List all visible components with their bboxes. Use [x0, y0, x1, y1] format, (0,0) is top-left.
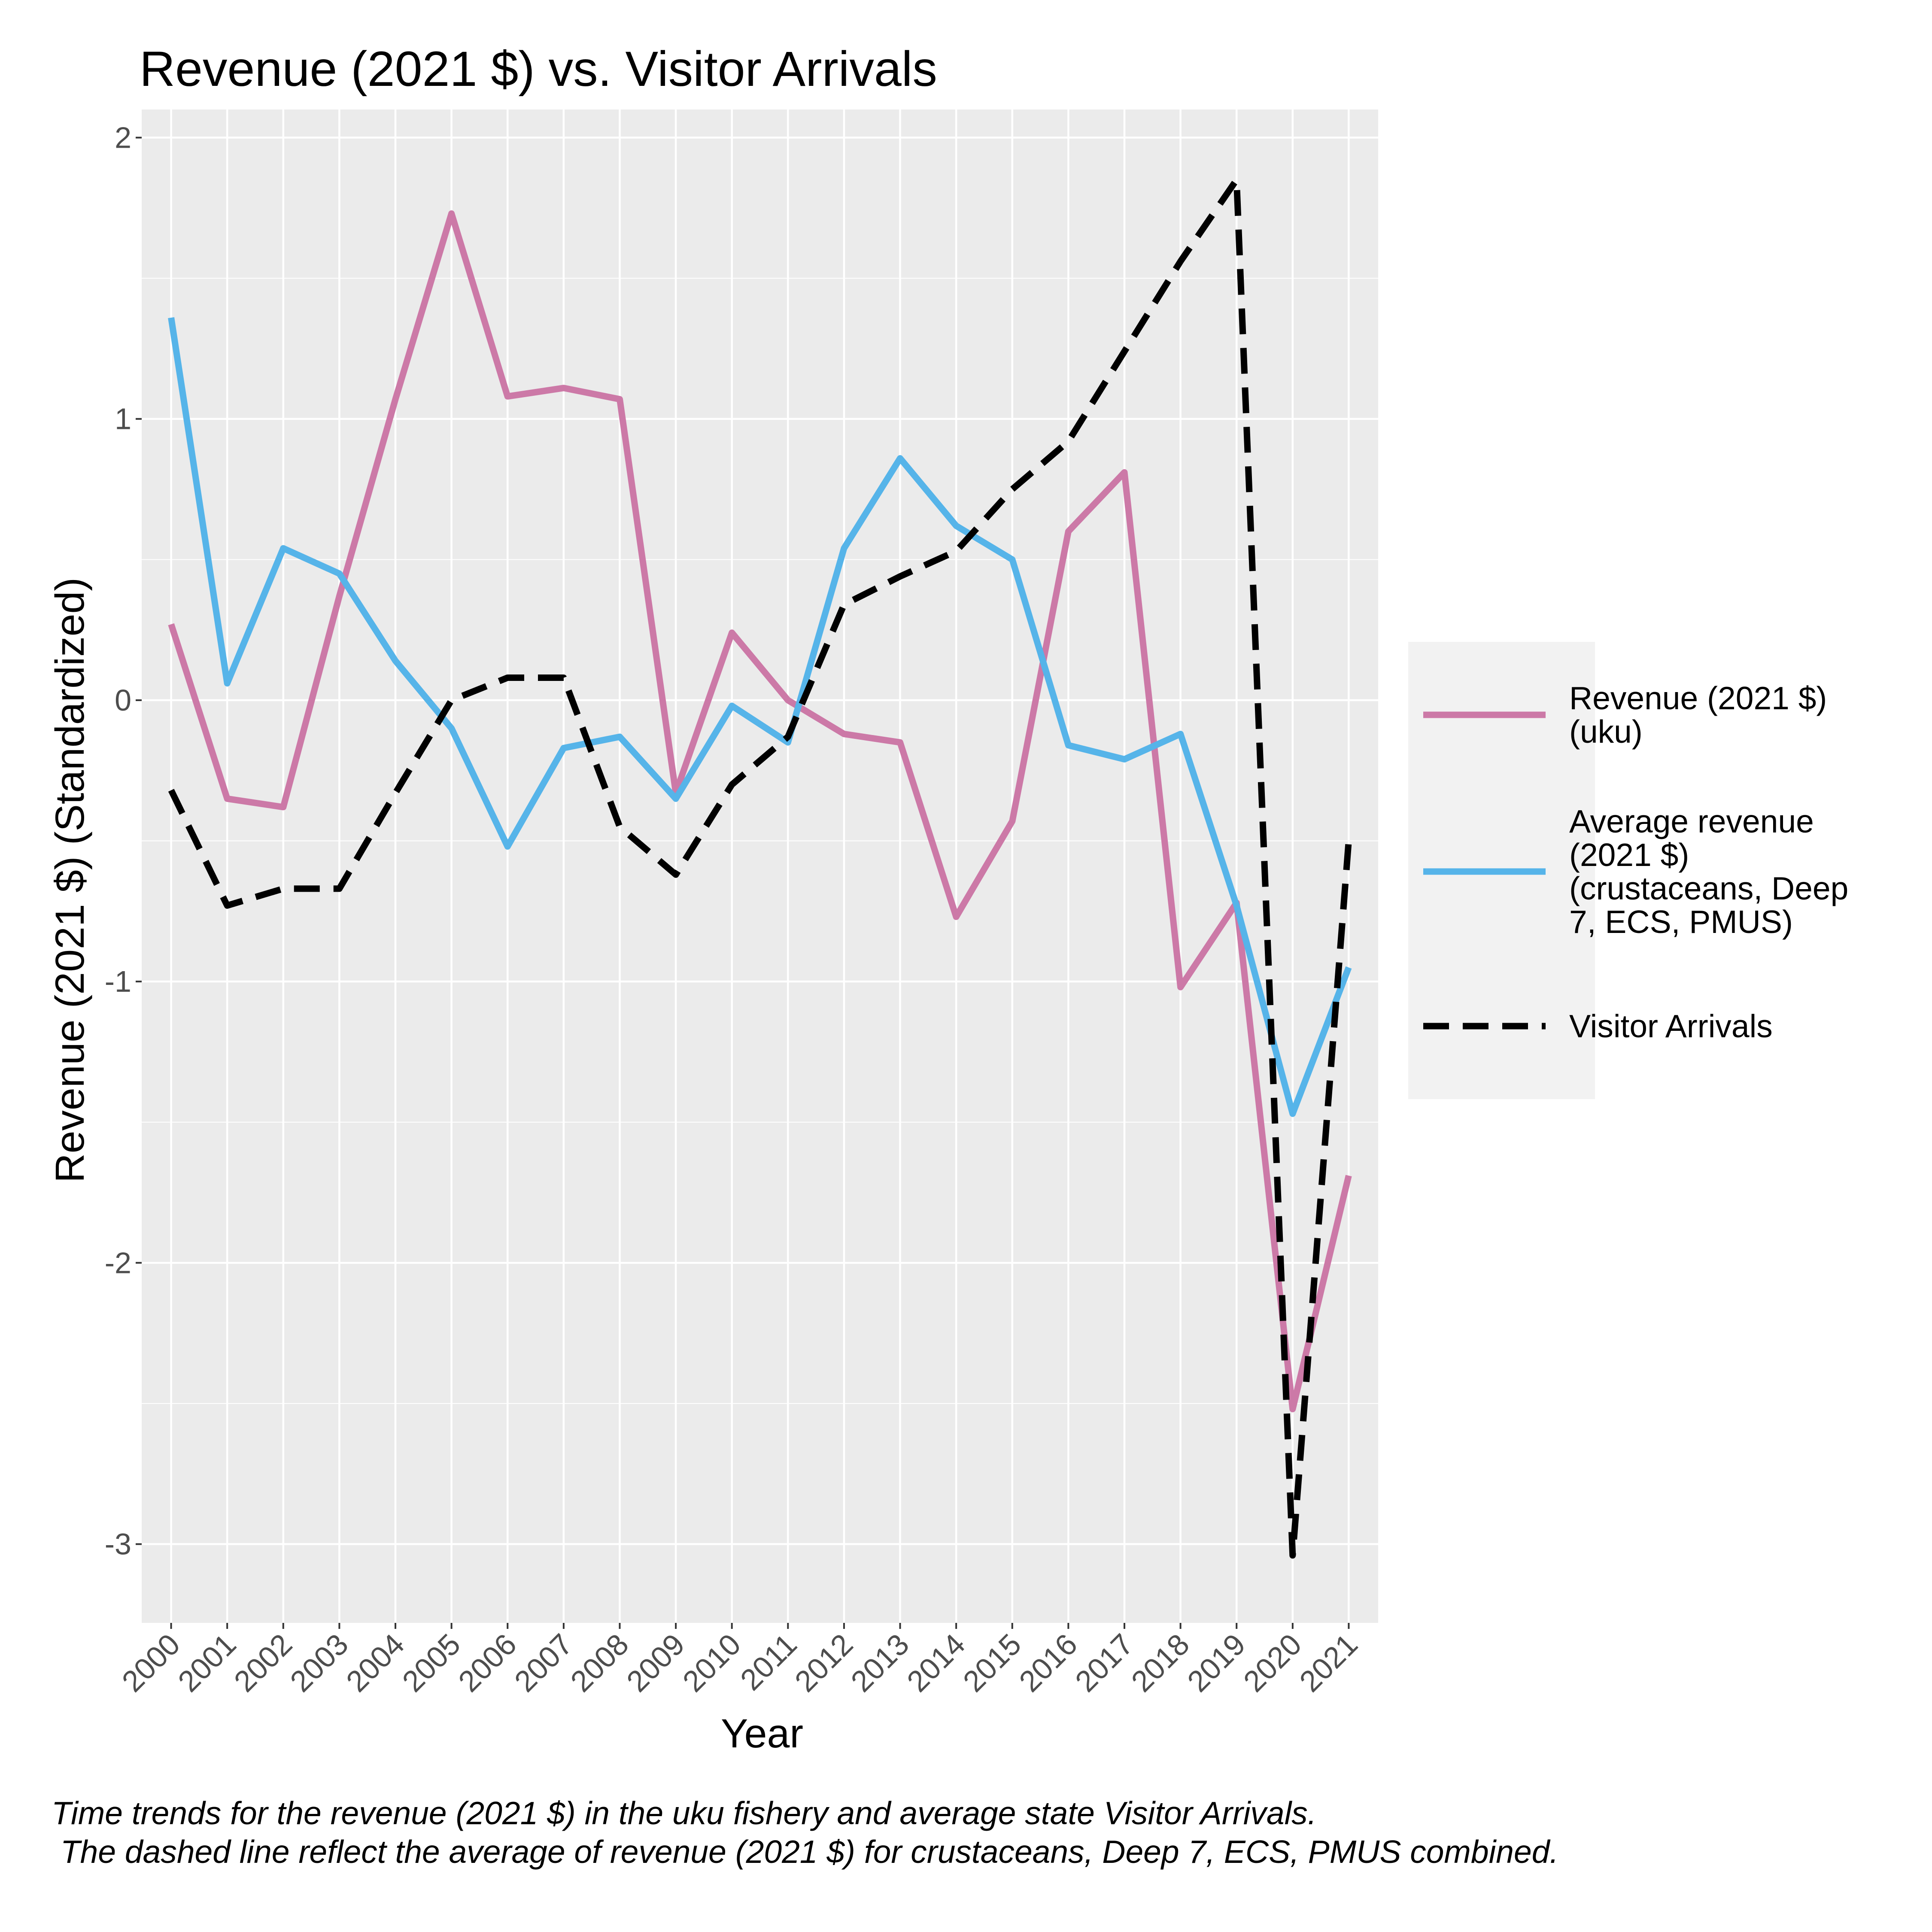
x-tick-label: 2003	[284, 1627, 355, 1698]
y-axis-ticks: 2 1 0 -1 -2 -3	[105, 121, 142, 1561]
x-axis-label: Year	[721, 1711, 803, 1756]
series-line-1	[168, 210, 1352, 1413]
series-line-2	[168, 317, 1352, 1117]
legend-label-line: 7, ECS, PMUS)	[1569, 904, 1793, 940]
x-tick-label: 2000	[115, 1627, 186, 1698]
plot-panel	[142, 109, 1378, 1623]
legend-label-line: (uku)	[1569, 714, 1643, 750]
legend-label-line: Average revenue	[1569, 803, 1814, 839]
y-tick-label: -1	[105, 965, 131, 998]
legend-label-1: Revenue (2021 $) (uku)	[1569, 680, 1827, 750]
legend-label-line: Revenue (2021 $)	[1569, 680, 1827, 716]
x-tick-label: 2011	[734, 1627, 803, 1697]
x-tick-label: 2008	[564, 1627, 635, 1698]
x-tick-label: 2017	[1069, 1627, 1139, 1698]
legend: Revenue (2021 $) (uku) Average revenue (202…	[1408, 642, 1848, 1099]
x-tick-label: 2006	[452, 1627, 523, 1698]
series-lines	[168, 176, 1352, 1559]
x-tick-label: 2018	[1125, 1627, 1196, 1698]
caption-line-1: Time trends for the revenue (2021 $) in …	[52, 1795, 1317, 1831]
x-axis-ticks: 2000200120022003200420052006200720082009…	[115, 1623, 1364, 1698]
y-tick-label: -2	[105, 1246, 131, 1279]
x-tick-label: 2012	[788, 1627, 859, 1698]
y-tick-label: 2	[115, 121, 131, 155]
legend-label-3: Visitor Arrivals	[1569, 1008, 1773, 1044]
x-tick-label: 2014	[900, 1627, 971, 1698]
x-tick-label: 2002	[228, 1627, 298, 1698]
x-tick-label: 2013	[844, 1627, 915, 1698]
x-tick-label: 2016	[1013, 1627, 1084, 1698]
x-tick-label: 2009	[620, 1627, 691, 1698]
grid	[142, 109, 1378, 1623]
x-tick-label: 2005	[396, 1627, 467, 1698]
legend-label-line: Visitor Arrivals	[1569, 1008, 1773, 1044]
x-tick-label: 2004	[340, 1627, 410, 1698]
plot-background	[142, 109, 1378, 1623]
y-tick-label: -3	[105, 1528, 131, 1561]
y-tick-label: 0	[115, 683, 131, 717]
legend-label-line: (crustaceans, Deep	[1569, 870, 1848, 906]
x-tick-label: 2010	[676, 1627, 747, 1698]
x-tick-label: 2015	[957, 1627, 1027, 1698]
caption-line-2: The dashed line reflect the average of r…	[52, 1834, 1559, 1870]
x-tick-label: 2001	[172, 1627, 243, 1698]
x-tick-label: 2007	[508, 1627, 579, 1698]
y-tick-label: 1	[115, 402, 131, 436]
x-tick-label: 2019	[1181, 1627, 1252, 1698]
y-axis-label: Revenue (2021 $) (Standardized)	[47, 577, 93, 1183]
series-line-3	[168, 176, 1352, 1559]
x-tick-label: 2021	[1293, 1627, 1364, 1698]
chart-title: Revenue (2021 $) vs. Visitor Arrivals	[140, 42, 937, 97]
legend-label-line: (2021 $)	[1569, 837, 1689, 873]
x-tick-label: 2020	[1237, 1627, 1308, 1698]
legend-label-2: Average revenue (2021 $) (crustaceans, Dee…	[1569, 803, 1848, 940]
